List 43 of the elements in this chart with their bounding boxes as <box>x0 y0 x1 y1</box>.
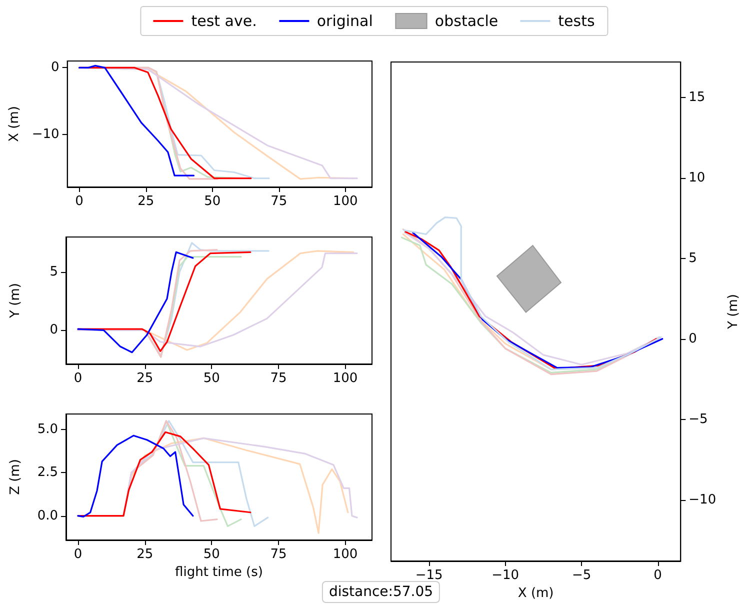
x-axis-title: flight time (s) <box>175 565 263 580</box>
y-tick-label: 0 <box>688 331 697 346</box>
y-tick-label: 0.0 <box>37 508 58 524</box>
y-axis-title: Y (m) <box>8 283 23 319</box>
y-tick-label: 15 <box>688 90 706 105</box>
x-tick-label: −15 <box>415 568 443 583</box>
y-tick-label: 5 <box>688 250 697 266</box>
x-tick-label: 50 <box>203 371 220 386</box>
legend-label: tests <box>558 12 595 30</box>
y-tick-label: 0 <box>51 60 60 76</box>
legend-label: test ave. <box>191 12 257 30</box>
y-tick-label: 10 <box>688 170 706 186</box>
x-tick-label: 0 <box>74 547 82 562</box>
y-tick-label: −10 <box>688 492 716 508</box>
y-axis-title: Z (m) <box>8 459 23 495</box>
x-tick-label: 0 <box>75 194 84 209</box>
x-tick-label: 100 <box>332 547 358 562</box>
legend-label: original <box>316 12 373 30</box>
x-tick-label: 75 <box>270 547 287 562</box>
x-tick-label: 0 <box>654 568 662 583</box>
x-tick-label: 75 <box>270 194 288 209</box>
y-axis-title: X (m) <box>7 106 22 142</box>
x-axis-title: X (m) <box>518 586 554 601</box>
y-tick-label: 5 <box>50 264 58 280</box>
x-tick-label: −5 <box>572 568 592 583</box>
y-tick-label: 5.0 <box>37 422 58 438</box>
text: distance:57.05 <box>328 584 434 600</box>
y-tick-label: 0 <box>50 322 58 338</box>
x-tick-label: −10 <box>492 568 520 583</box>
x-tick-label: 0 <box>74 371 82 386</box>
x-tick-label: 100 <box>332 371 358 386</box>
x-tick-label: 50 <box>204 194 221 209</box>
x-tick-label: 25 <box>136 371 154 386</box>
y-axis-title: Y (m) <box>726 294 741 330</box>
legend-label: obstacle <box>434 12 498 30</box>
x-tick-label: 50 <box>203 547 220 562</box>
y-tick-label: 2.5 <box>37 465 58 480</box>
y-tick-label: −10 <box>32 127 60 142</box>
x-tick-label: 100 <box>332 194 358 209</box>
x-tick-label: 75 <box>270 371 287 386</box>
x-tick-label: 25 <box>138 194 154 209</box>
y-tick-label: −5 <box>688 412 708 427</box>
x-tick-label: 25 <box>136 547 154 562</box>
